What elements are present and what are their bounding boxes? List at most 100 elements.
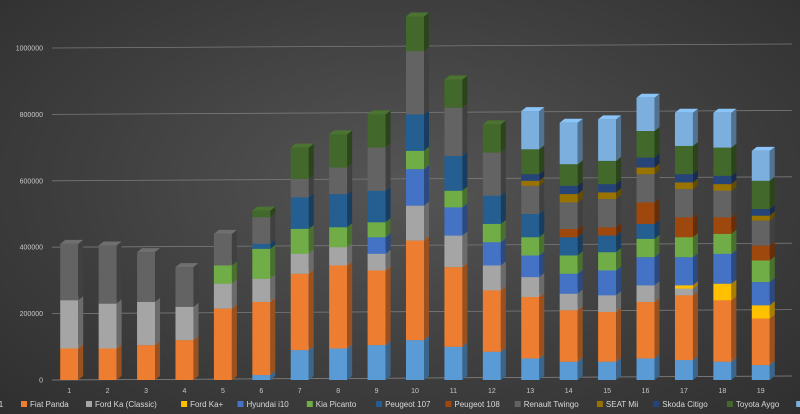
- bar-segment: [175, 340, 194, 380]
- bar-segment-top: [482, 120, 506, 125]
- x-tick-label: 7: [298, 388, 302, 395]
- bar-segment: [482, 195, 501, 224]
- bar-segment-side: [577, 233, 583, 256]
- bar-segment-side: [577, 269, 583, 294]
- bar-segment: [367, 147, 386, 191]
- bar-segment-side: [616, 248, 622, 271]
- bar-segment: [674, 360, 693, 380]
- bar-segment-side: [424, 236, 429, 341]
- bar-segment: [674, 257, 693, 286]
- y-tick-label: 200000: [20, 311, 43, 318]
- bar-segment-side: [616, 188, 622, 200]
- legend-item: VW Up!: [796, 401, 800, 407]
- bar-segment-side: [692, 253, 698, 286]
- y-tick-label: 600000: [20, 178, 43, 185]
- bar-segment: [329, 134, 348, 168]
- bar-segment: [329, 167, 348, 195]
- legend-item: Hyundai i10: [237, 400, 289, 409]
- bar-segment: [636, 301, 655, 359]
- bar-segment-side: [769, 146, 775, 181]
- bar-segment-side: [731, 186, 737, 218]
- bar-segment: [252, 210, 271, 218]
- bar-segment-top: [98, 241, 122, 246]
- bar-segment: [521, 255, 540, 278]
- bar-segment: [713, 361, 732, 380]
- bar-segment-side: [462, 342, 468, 380]
- bar-segment: [674, 288, 693, 296]
- bar-segment: [290, 253, 309, 274]
- bar-segment: [636, 167, 655, 175]
- bar-segment: [751, 150, 770, 181]
- bar-segment-side: [347, 130, 353, 168]
- bar-segment-side: [539, 170, 545, 181]
- legend-label: Peugeot 107: [385, 400, 431, 409]
- bar-segment: [290, 147, 309, 180]
- bar-stack-4: [175, 263, 199, 380]
- bar-segment: [636, 238, 655, 258]
- bar-segment: [636, 97, 655, 131]
- legend-item: Ford Ka+: [181, 400, 224, 409]
- bar-segment-side: [731, 357, 737, 380]
- bar-segment-side: [616, 231, 622, 253]
- legend-item: SEAT Mii: [596, 400, 639, 409]
- bar-segment-side: [769, 241, 775, 261]
- bar-segment-side: [155, 248, 161, 302]
- x-tick-label: 18: [718, 388, 726, 395]
- bar-segment-side: [424, 110, 429, 151]
- bar-segment-side: [270, 297, 276, 376]
- bar-segment-top: [444, 75, 468, 80]
- bar-segment: [751, 209, 770, 216]
- legend-label: Ford Ka (Classic): [95, 400, 157, 409]
- bar-segment-top: [175, 263, 199, 268]
- bar-segment-side: [692, 108, 698, 146]
- legend-item: Kia Picanto: [306, 400, 357, 409]
- bar-segment-side: [769, 314, 775, 366]
- bar-segment: [98, 348, 117, 380]
- x-tick-label: 12: [488, 388, 496, 395]
- y-tick-label: 1000000: [16, 46, 43, 53]
- bar-segment-top: [598, 115, 622, 120]
- bar-segment-side: [116, 241, 122, 304]
- bar-segment: [559, 293, 578, 311]
- bar-segment-side: [500, 286, 506, 352]
- bar-segment: [406, 340, 424, 380]
- bar-segment-side: [654, 219, 660, 239]
- bar-segment-side: [500, 261, 506, 291]
- bar-segment-side: [78, 296, 84, 349]
- bar-segment: [444, 107, 463, 156]
- bar-segment-side: [500, 191, 506, 224]
- bar-segment: [482, 152, 501, 196]
- bar-segment-side: [577, 160, 583, 186]
- bar-segment-side: [462, 263, 468, 347]
- bar-segment-side: [347, 243, 353, 266]
- bar-segment-side: [692, 213, 698, 238]
- bar-segment-side: [654, 297, 660, 359]
- bar-segment: [713, 283, 732, 301]
- bar-segment: [98, 245, 117, 304]
- bar-segment-top: [521, 107, 545, 112]
- bar-segment-side: [769, 176, 775, 210]
- bar-segment-side: [155, 297, 161, 346]
- bar-segment: [674, 145, 693, 175]
- bar-segment-side: [347, 261, 353, 349]
- bar-segment-side: [424, 165, 429, 206]
- bar-segment-side: [462, 151, 468, 191]
- bar-segment-side: [539, 354, 545, 380]
- legend-item: Peugeot 108: [445, 400, 500, 409]
- bar-segment-side: [654, 127, 660, 158]
- bar-segment-side: [654, 253, 660, 286]
- bar-segment: [559, 122, 578, 165]
- bar-segment: [252, 375, 271, 380]
- bar-segment-side: [462, 186, 468, 208]
- bar-stack-3: [137, 248, 161, 380]
- bar-segment: [252, 248, 271, 279]
- bar-segment-side: [769, 256, 775, 283]
- bar-segment: [598, 119, 617, 161]
- x-tick-label: 19: [757, 388, 765, 395]
- bar-segment: [444, 207, 463, 236]
- bar-segment: [444, 235, 463, 268]
- bar-segment-side: [308, 143, 314, 180]
- bar-segment-side: [692, 233, 698, 258]
- bar-stack-9: [367, 110, 391, 380]
- bar-segment-side: [577, 306, 583, 362]
